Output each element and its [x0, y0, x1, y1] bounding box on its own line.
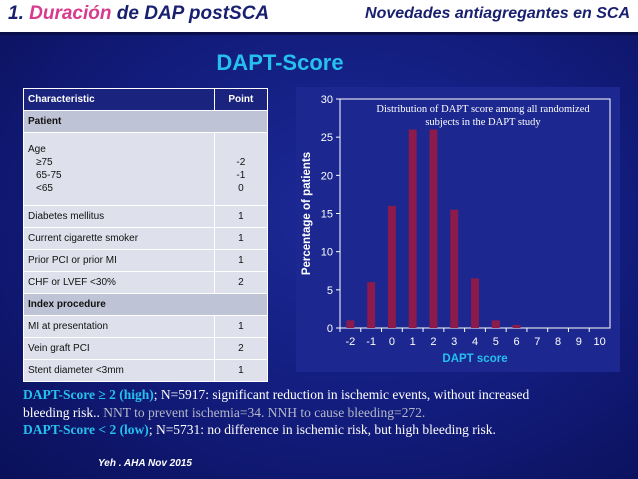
x-tick-label: 3 — [451, 336, 457, 348]
chart-title: subjects in the DAPT study — [425, 117, 541, 128]
row-point: 1 — [213, 315, 269, 338]
bar — [408, 129, 417, 328]
section-index-procedure: Index procedure — [23, 293, 268, 316]
note-line-bleeding: bleeding risk.. NNT to prevent ischemia=… — [23, 404, 623, 422]
y-tick-label: 25 — [321, 132, 333, 144]
x-tick-label: 1 — [410, 336, 416, 348]
header-divider — [0, 32, 638, 35]
y-tick-label: 15 — [321, 209, 333, 221]
y-axis-label: Percentage of patients — [301, 152, 313, 275]
table-section-row: Patient — [23, 110, 268, 133]
table-row: Current cigarette smoker 1 — [23, 227, 269, 250]
x-tick-label: -1 — [366, 336, 376, 348]
slide-title-rest: de DAP postSCA — [116, 3, 270, 24]
x-tick-label: 2 — [430, 336, 436, 348]
row-label: CHF or LVEF <30% — [23, 271, 215, 294]
age-cell: Age ≥75 65-75 <65 — [23, 132, 215, 206]
x-tick-label: 8 — [555, 336, 561, 348]
chart-title: Distribution of DAPT score among all ran… — [376, 104, 590, 115]
age-point: -2 — [236, 157, 246, 168]
row-point: 2 — [213, 271, 269, 294]
row-label: Diabetes mellitus — [23, 205, 215, 228]
table-row: Age ≥75 65-75 <65 -2 -1 0 — [23, 132, 269, 206]
age-point: -1 — [236, 170, 246, 181]
row-label: Prior PCI or prior MI — [23, 249, 215, 272]
x-tick-label: 10 — [593, 336, 605, 348]
note-low-lead: DAPT-Score < 2 (low) — [23, 422, 149, 437]
table-row: CHF or LVEF <30% 2 — [23, 271, 269, 294]
note-nnt: NNT to prevent ischemia=34. NNH to cause… — [103, 404, 426, 420]
age-points-cell: -2 -1 0 — [213, 132, 269, 206]
findings-note: DAPT-Score ≥ 2 (high); N=5917: significa… — [23, 386, 623, 439]
note-line-low: DAPT-Score < 2 (low); N=5731: no differe… — [23, 421, 623, 439]
section-patient: Patient — [23, 110, 268, 133]
row-point: 1 — [213, 249, 269, 272]
bar — [387, 205, 396, 328]
row-point: 1 — [213, 227, 269, 250]
main-title: DAPT-Score — [216, 50, 344, 75]
header-subtitle: Novedades antiagregantes en SCA — [365, 5, 630, 22]
y-tick-label: 30 — [321, 94, 333, 106]
note-low-rest: ; N=5731: no difference in ischemic risk… — [148, 422, 496, 437]
x-tick-label: 6 — [513, 336, 519, 348]
row-label: Stent diameter <3mm — [23, 359, 215, 382]
bar — [346, 320, 355, 328]
col-point: Point — [213, 88, 269, 111]
row-point: 2 — [213, 337, 269, 360]
note-bleeding-start: bleeding risk.. — [23, 404, 104, 420]
table-row: Diabetes mellitus 1 — [23, 205, 269, 228]
bar — [367, 282, 376, 328]
y-tick-label: 10 — [321, 247, 333, 259]
dapt-distribution-chart: 0 5 10 15 20 25 30 -2 -1 0 1 2 3 4 5 6 7 8 9 10 Distribution… — [296, 87, 620, 372]
slide-title-highlight: Duración — [29, 3, 112, 24]
x-tick-label: 9 — [576, 336, 582, 348]
table-row: Vein graft PCI 2 — [23, 337, 269, 360]
table-row: Stent diameter <3mm 1 — [23, 359, 269, 382]
slide-title: 1. Duración de DAP postSCA — [8, 3, 269, 25]
slide-title-number: 1. — [8, 3, 24, 24]
header-bar: 1. Duración de DAP postSCA Novedades ant… — [0, 0, 638, 32]
row-point: 1 — [213, 359, 269, 382]
y-tick-label: 0 — [327, 323, 333, 335]
table-header-row: Characteristic Point — [23, 88, 269, 111]
note-high-rest: ; N=5917: significant reduction in ische… — [153, 387, 530, 402]
bar — [491, 320, 500, 328]
x-axis-label: DAPT score — [442, 353, 507, 365]
note-high-lead: DAPT-Score ≥ 2 (high) — [23, 387, 154, 402]
bar — [512, 324, 521, 328]
citation: Yeh . AHA Nov 2015 — [98, 458, 192, 469]
x-tick-label: 0 — [389, 336, 395, 348]
age-label: Age — [28, 144, 46, 155]
y-tick-label: 20 — [321, 170, 333, 182]
bar — [471, 278, 479, 328]
y-tick-label: 5 — [327, 285, 333, 297]
x-tick-label: 7 — [534, 336, 540, 348]
age-sub-item: ≥75 — [36, 157, 53, 168]
table-section-row: Index procedure — [23, 293, 268, 316]
bar — [429, 129, 438, 328]
row-label: MI at presentation — [23, 315, 215, 338]
table-row: MI at presentation 1 — [23, 315, 269, 338]
x-tick-label: -2 — [345, 336, 355, 348]
age-point: 0 — [238, 183, 244, 194]
col-characteristic: Characteristic — [23, 88, 215, 111]
note-line-high: DAPT-Score ≥ 2 (high); N=5917: significa… — [23, 386, 623, 404]
dapt-score-table: Characteristic Point Patient Age ≥75 65-… — [23, 88, 269, 382]
x-tick-label: 5 — [493, 336, 499, 348]
chart-svg: 0 5 10 15 20 25 30 -2 -1 0 1 2 3 4 5 6 7 8 9 10 Distribution… — [301, 94, 611, 365]
bar — [450, 209, 459, 328]
row-point: 1 — [213, 205, 269, 228]
age-sub-item: <65 — [36, 183, 53, 194]
x-tick-label: 4 — [472, 336, 478, 348]
row-label: Vein graft PCI — [23, 337, 215, 360]
row-label: Current cigarette smoker — [23, 227, 215, 250]
age-sub-item: 65-75 — [36, 170, 62, 181]
table-row: Prior PCI or prior MI 1 — [23, 249, 269, 272]
